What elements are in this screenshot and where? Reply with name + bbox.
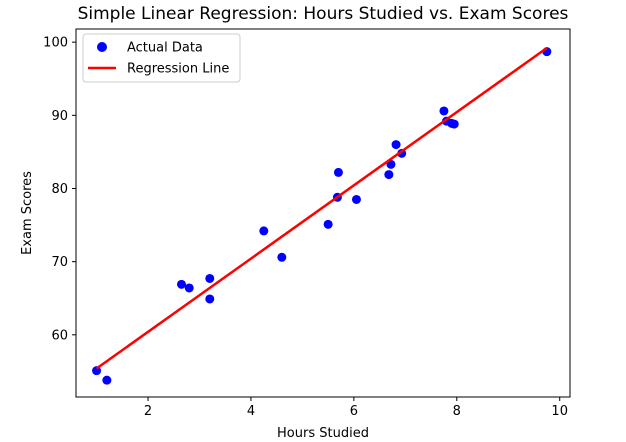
data-point bbox=[449, 119, 459, 129]
legend-label-regression-line: Regression Line bbox=[127, 62, 229, 77]
data-point bbox=[184, 283, 194, 293]
y-tick-label: 100 bbox=[43, 36, 68, 51]
data-point bbox=[323, 219, 333, 229]
data-point bbox=[439, 106, 449, 116]
regression-line bbox=[95, 47, 548, 370]
legend-marker-actual-data bbox=[97, 42, 107, 52]
x-tick-label: 10 bbox=[551, 404, 568, 419]
data-point bbox=[384, 170, 394, 180]
legend-box bbox=[82, 33, 241, 83]
data-point bbox=[333, 167, 343, 177]
data-point bbox=[259, 226, 269, 236]
y-tick-label: 80 bbox=[51, 182, 68, 197]
data-point bbox=[102, 375, 112, 385]
data-point bbox=[351, 194, 361, 204]
data-point bbox=[205, 294, 215, 304]
x-tick-label: 8 bbox=[453, 404, 461, 419]
x-axis-label: Hours Studied bbox=[277, 426, 369, 441]
plot-frame bbox=[75, 28, 571, 398]
data-point bbox=[92, 366, 102, 376]
chart-title: Simple Linear Regression: Hours Studied … bbox=[78, 4, 569, 24]
data-point bbox=[277, 252, 287, 262]
legend-label-actual-data: Actual Data bbox=[127, 41, 203, 56]
legend: Actual Data Regression Line bbox=[82, 33, 241, 83]
y-tick-label: 70 bbox=[51, 255, 68, 270]
data-point bbox=[176, 279, 186, 289]
series-layer bbox=[92, 47, 552, 385]
y-tick-label: 60 bbox=[51, 328, 68, 343]
y-tick-label: 90 bbox=[51, 109, 68, 124]
x-axis-ticks: 2 4 6 8 10 bbox=[144, 397, 568, 419]
x-tick-label: 4 bbox=[247, 404, 255, 419]
x-tick-label: 2 bbox=[144, 404, 152, 419]
y-axis-ticks: 60 70 80 90 100 bbox=[43, 36, 76, 343]
data-point bbox=[205, 273, 215, 283]
data-point bbox=[391, 140, 401, 150]
x-tick-label: 6 bbox=[350, 404, 358, 419]
y-axis-label: Exam Scores bbox=[20, 171, 35, 255]
